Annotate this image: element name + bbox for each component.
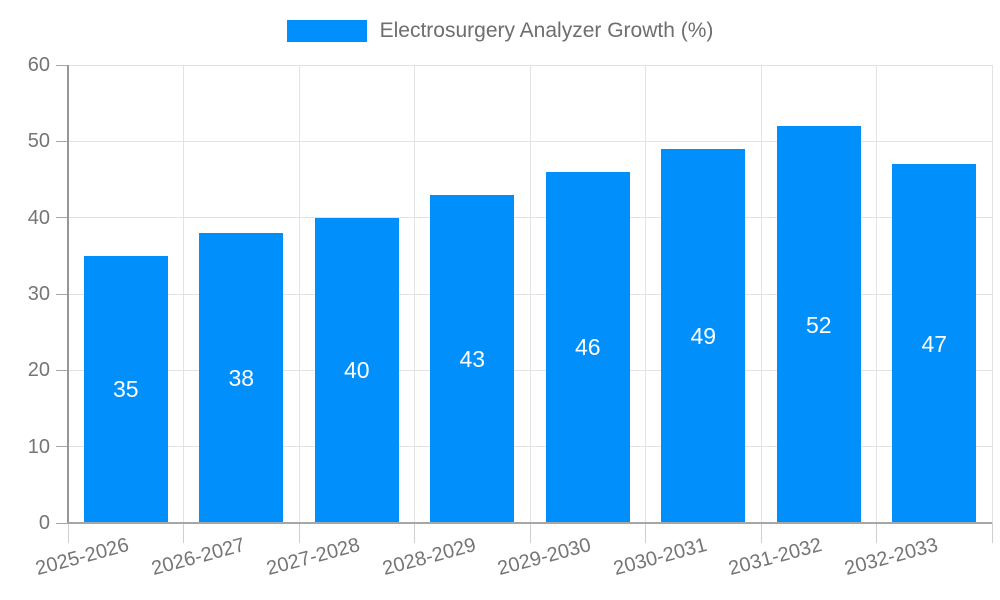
- bar[interactable]: [314, 217, 399, 523]
- bar-value-label: 35: [112, 376, 139, 403]
- x-axis-tick: [645, 523, 646, 543]
- y-tick-label: 30: [27, 283, 50, 305]
- y-tick-label: 50: [27, 130, 50, 153]
- x-axis-baseline: [68, 522, 992, 524]
- bar-value-label: 47: [921, 330, 948, 357]
- y-axis-tick: [56, 64, 68, 66]
- gridline-vertical: [183, 65, 184, 523]
- y-axis-line: [67, 65, 69, 523]
- y-axis-tick: [56, 369, 68, 371]
- x-axis-tick: [414, 523, 415, 543]
- y-axis-tick: [56, 522, 68, 524]
- bar[interactable]: [430, 194, 515, 523]
- bar[interactable]: [199, 232, 284, 523]
- bar[interactable]: [545, 171, 630, 523]
- bar-value-label: 43: [459, 345, 486, 372]
- gridline-vertical: [529, 65, 531, 523]
- bar-value-label: 52: [805, 311, 832, 338]
- x-axis-tick: [760, 523, 762, 543]
- bar[interactable]: [83, 255, 168, 523]
- x-tick-label: 2030-2031: [610, 534, 709, 581]
- y-tick-label: 10: [27, 435, 50, 458]
- legend[interactable]: Electrosurgery Analyzer Growth (%): [0, 19, 1000, 43]
- x-axis-tick: [991, 523, 993, 543]
- y-axis-tick: [56, 293, 68, 295]
- y-axis-tick: [56, 140, 68, 142]
- bar[interactable]: [776, 126, 861, 523]
- gridline-vertical: [760, 65, 762, 523]
- y-tick-label: 60: [27, 54, 50, 76]
- y-tick-label: 40: [27, 206, 50, 229]
- bar[interactable]: [892, 164, 977, 523]
- y-axis-tick: [56, 217, 68, 219]
- y-tick-label: 20: [27, 359, 50, 382]
- x-tick-label: 2027-2028: [264, 534, 363, 581]
- x-axis-tick: [67, 523, 69, 543]
- x-axis-tick: [298, 523, 300, 543]
- x-tick-label: 2026-2027: [148, 534, 247, 581]
- x-axis-tick: [529, 523, 531, 543]
- bar[interactable]: [661, 148, 746, 523]
- legend-swatch-icon: [286, 20, 367, 42]
- gridline-vertical: [645, 65, 646, 523]
- legend-label: Electrosurgery Analyzer Growth (%): [379, 19, 714, 42]
- x-axis-tick: [876, 523, 877, 543]
- gridline-vertical: [876, 65, 877, 523]
- x-axis-tick: [183, 523, 184, 543]
- bar-value-label: 49: [690, 322, 717, 349]
- x-tick-label: 2032-2033: [841, 534, 940, 581]
- gridline-vertical: [298, 65, 300, 523]
- x-tick-label: 2025-2026: [33, 534, 132, 581]
- gridline-vertical: [414, 65, 415, 523]
- gridline-vertical: [991, 65, 993, 523]
- bar-value-label: 46: [574, 334, 601, 361]
- bar-value-label: 40: [343, 357, 370, 384]
- y-tick-label: 0: [38, 512, 50, 534]
- bar-value-label: 38: [228, 364, 255, 391]
- y-axis-tick: [56, 446, 68, 448]
- x-tick-label: 2031-2032: [726, 534, 825, 581]
- x-tick-label: 2028-2029: [379, 534, 478, 581]
- x-tick-label: 2029-2030: [495, 534, 594, 581]
